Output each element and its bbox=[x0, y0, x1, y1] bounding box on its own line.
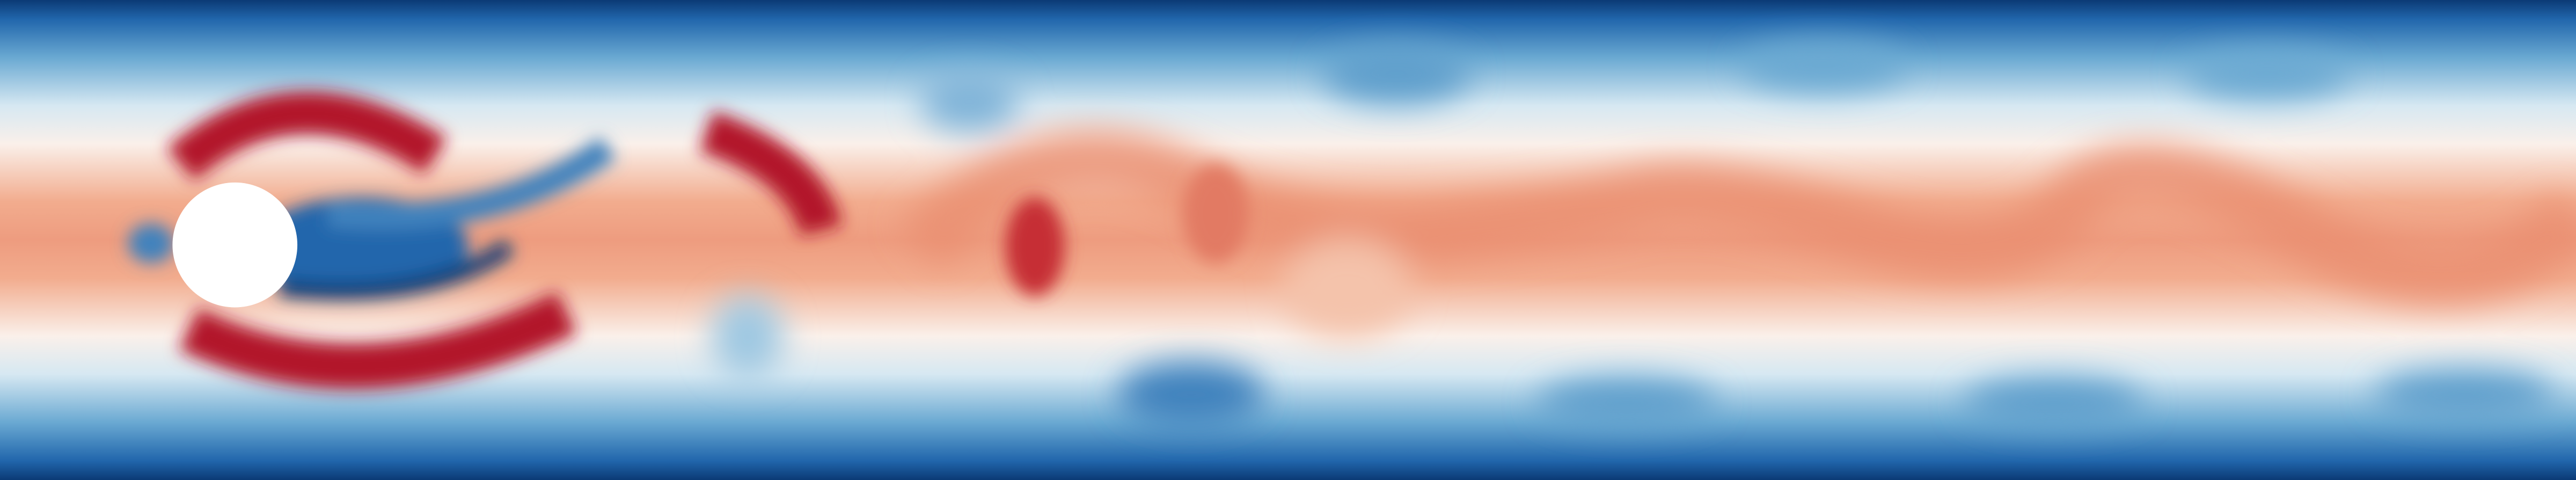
vortex-blue bbox=[1536, 378, 1717, 428]
vortex-red bbox=[699, 111, 843, 236]
vortex-blue bbox=[1322, 44, 1470, 104]
wake-streak bbox=[327, 137, 616, 230]
vortex-blue bbox=[920, 72, 1019, 132]
vortex-blue bbox=[2185, 49, 2350, 99]
vortex-blue bbox=[1963, 378, 2144, 428]
shear-layer-bottom bbox=[179, 292, 577, 389]
vortex-blue bbox=[711, 296, 784, 379]
near-wake bbox=[128, 91, 1249, 389]
vortex-blue bbox=[1741, 41, 1906, 91]
vortex-blue bbox=[1117, 361, 1265, 428]
wake-streak bbox=[278, 239, 514, 300]
shear-layer-top bbox=[166, 91, 447, 181]
vortex-red bbox=[1183, 164, 1249, 263]
vortex-blue bbox=[2374, 369, 2555, 419]
vortex-light bbox=[1281, 238, 1413, 337]
vortex-red bbox=[1005, 197, 1065, 296]
cylinder bbox=[172, 182, 298, 308]
stagnation bbox=[128, 223, 174, 263]
